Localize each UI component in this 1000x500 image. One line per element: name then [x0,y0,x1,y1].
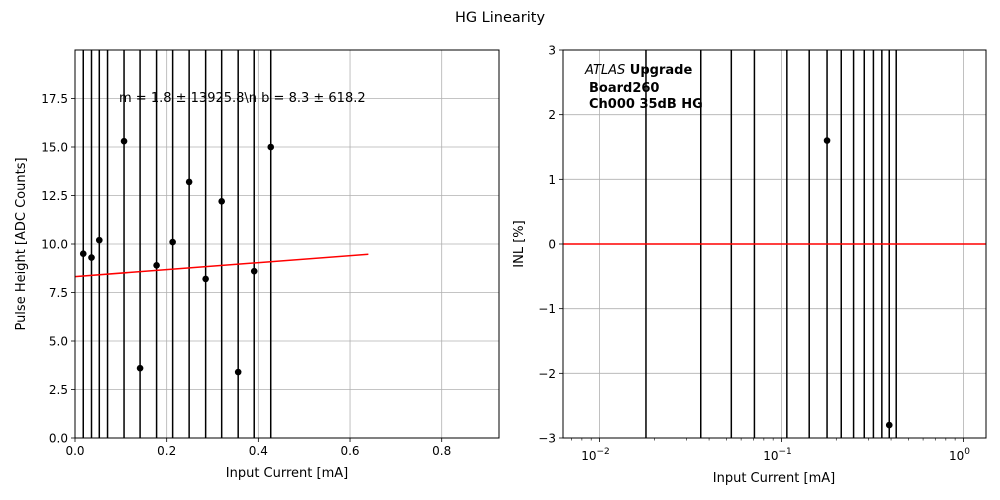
left-x-tick-label: 0.8 [432,444,451,458]
left-grid [74,50,499,439]
right-y-tick-label: 0 [548,238,556,252]
right-x-tick-base: 10 [949,449,964,463]
left-x-tick-label: 0.4 [249,444,268,458]
right-x-tick-base: 10 [581,449,596,463]
left-x-tick-label: 0.2 [157,444,176,458]
right-x-tick-base: 10 [763,449,778,463]
right-legend-line2: Board260 [589,81,659,96]
figure-title: HG Linearity [455,10,546,26]
left-x-axis-label: Input Current [mA] [226,466,348,481]
left-y-tick-label: 2.5 [49,383,68,397]
left-y-tick-label: 7.5 [49,286,68,300]
right-y-ticks: −3 −2 −1 0 1 2 3 [538,44,563,446]
left-x-tick-label: 0.6 [340,444,359,458]
left-data-point [79,250,87,257]
right-x-tick-label: 10−2 [581,447,610,463]
left-fit-line [74,253,369,278]
left-y-tick-label: 5.0 [49,335,68,349]
left-data-point [88,254,95,261]
left-data-point [185,178,193,186]
right-x-tick-label: 100 [949,447,970,463]
right-legend-line3: Ch000 35dB HG [589,97,703,112]
right-data-point [823,137,831,144]
left-data-point [120,137,128,145]
left-data-point [234,368,242,376]
right-x-tick-exponent: 0 [964,447,970,457]
left-y-tick-label: 12.5 [41,189,68,203]
right-x-tick-label: 10−1 [763,447,792,463]
right-legend-upgrade: Upgrade [625,63,692,78]
right-legend-atlas: ATLAS [584,63,625,78]
left-fit-line-group [74,253,369,278]
right-y-tick-label: 2 [548,108,556,122]
left-chart: 0.0 0.2 0.4 0.6 0.8 0.0 2.5 5.0 7.5 10.0 12.5 15.0… [14,49,500,481]
left-data-point [250,267,258,275]
left-data-point [95,236,103,244]
left-vertical-lines [82,50,272,438]
right-y-axis-label: INL [%] [512,220,527,267]
left-y-tick-label: 0.0 [49,432,68,446]
left-y-tick-label: 17.5 [41,92,68,106]
right-y-tick-label: −3 [538,432,556,446]
left-data-point [202,275,209,283]
left-y-tick-label: 15.0 [41,141,68,155]
right-y-tick-label: −2 [538,367,556,381]
left-y-tick-label: 10.0 [41,238,68,252]
left-data-point [169,238,176,246]
left-data-point [153,262,160,269]
left-y-axis-label: Pulse Height [ADC Counts] [14,157,29,330]
right-y-tick-label: 1 [548,173,556,187]
right-y-tick-label: −1 [538,302,556,316]
left-annotation: m = 1.8 ± 13925.8\n b = 8.3 ± 618.2 [119,91,366,106]
right-y-tick-label: 3 [548,44,556,58]
right-x-axis-label: Input Current [mA] [713,471,835,486]
left-x-tick-label: 0.0 [65,444,84,458]
right-legend-line1: ATLAS Upgrade [584,63,692,78]
right-data-point [885,421,893,429]
right-x-ticks: 10−2 10−1 100 [571,438,970,463]
left-data-point [267,143,275,151]
left-y-ticks: 0.0 2.5 5.0 7.5 10.0 12.5 15.0 17.5 [41,92,75,446]
right-points [823,137,893,429]
left-x-ticks: 0.0 0.2 0.4 0.6 0.8 [65,438,451,458]
right-x-tick-exponent: −1 [778,447,791,457]
left-points [79,137,275,376]
left-data-point [218,198,225,205]
left-data-point [136,364,144,372]
right-x-tick-exponent: −2 [597,447,610,457]
